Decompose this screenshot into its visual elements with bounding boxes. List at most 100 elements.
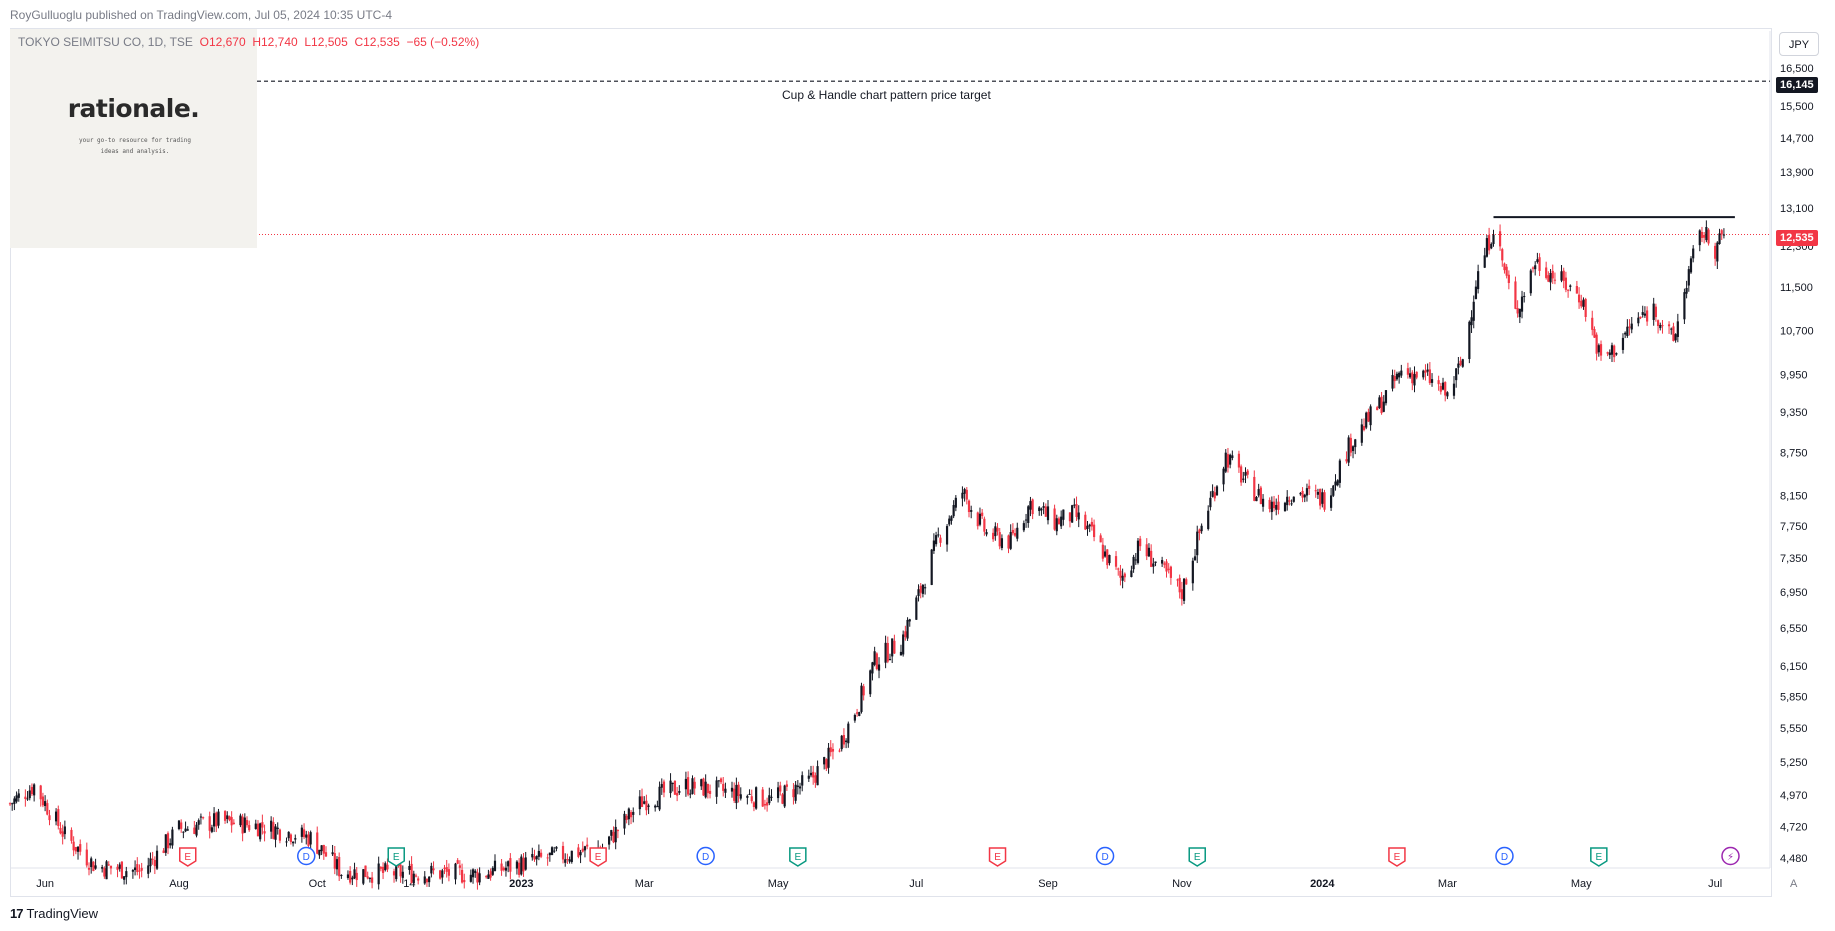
candle-body [1488, 235, 1491, 251]
candle-body [430, 865, 433, 874]
candle-body [1209, 497, 1212, 508]
candle-body [263, 831, 266, 834]
candle-body [239, 815, 242, 826]
candle-body [30, 786, 34, 795]
candle-body [1406, 368, 1410, 375]
candle-body [623, 813, 626, 829]
candle-body [1016, 527, 1019, 539]
change-value: −65 (−0.52%) [406, 35, 480, 49]
publisher-line: RoyGulluoglu published on TradingView.co… [10, 8, 393, 22]
candle-body [733, 788, 736, 801]
candle-body [307, 834, 310, 846]
y-tick-label: 9,350 [1780, 407, 1808, 419]
candle-body [1564, 277, 1568, 290]
candle-body [1139, 538, 1142, 547]
candle-body [381, 866, 385, 873]
candle-body [1013, 533, 1017, 536]
candle-body [17, 793, 20, 798]
auto-scale-button[interactable]: A [1790, 878, 1798, 890]
candle-body [847, 723, 850, 744]
candle-body [1626, 326, 1629, 337]
candle-body [1299, 493, 1302, 495]
candle-body [978, 513, 982, 525]
candle-body [840, 735, 843, 750]
candle-body [335, 859, 339, 870]
candle-body [939, 537, 942, 543]
candle-body [456, 860, 459, 864]
candle-body [722, 783, 725, 791]
candle-body [1474, 286, 1478, 299]
candle-body [1270, 501, 1273, 513]
candle-body [873, 651, 876, 665]
y-tick-label: 13,100 [1780, 203, 1814, 215]
candle-body [1439, 386, 1442, 392]
candle-body [908, 619, 911, 622]
event-marker-d [696, 846, 715, 866]
candle-body [823, 757, 826, 765]
candle-body [1261, 498, 1265, 507]
y-tick-label: 4,480 [1780, 853, 1808, 865]
candle-body [243, 817, 246, 833]
event-marker-s [1721, 846, 1740, 866]
candle-body [1428, 369, 1431, 384]
candle-body [798, 786, 802, 789]
candle-body [704, 781, 707, 798]
candle-body [1641, 312, 1644, 315]
event-marker-label: E [1595, 852, 1602, 863]
x-tick-label: May [1571, 878, 1592, 890]
candle-body [74, 846, 77, 852]
candle-body [1303, 494, 1306, 498]
candle-body [976, 512, 979, 527]
candle-body [1231, 455, 1234, 459]
candle-body [1180, 589, 1183, 600]
candle-body [166, 833, 170, 849]
event-marker-label: E [994, 852, 1001, 863]
candle-body [1483, 255, 1486, 268]
candle-body [1253, 476, 1256, 501]
candle-body [893, 640, 896, 654]
candle-body [94, 865, 97, 869]
tradingview-brand[interactable]: 17 TradingView [10, 906, 98, 921]
candle-body [368, 877, 372, 879]
candle-body [535, 856, 538, 860]
candle-body [1305, 488, 1309, 496]
candle-body [1415, 371, 1418, 378]
candle-body [1490, 243, 1493, 249]
candle-body [1593, 329, 1596, 338]
candle-body [274, 826, 277, 840]
candle-body [1457, 363, 1460, 368]
candle-body [79, 844, 82, 852]
candle-body [1316, 491, 1320, 495]
candle-body [899, 651, 903, 656]
candle-body [485, 876, 488, 878]
candle-body [915, 597, 918, 620]
event-marker-label: D [1101, 852, 1108, 863]
candle-body [904, 631, 907, 638]
y-tick-label: 7,350 [1780, 553, 1808, 565]
candle-body [1676, 321, 1679, 337]
candle-body [469, 874, 472, 882]
candle-body [287, 831, 290, 839]
candle-body [1044, 506, 1047, 517]
candle-body [1661, 325, 1664, 327]
candle-body [1441, 382, 1445, 390]
event-marker-label: E [1394, 852, 1401, 863]
candle-body [1624, 332, 1627, 335]
candle-body [1163, 563, 1166, 565]
candle-body [550, 847, 554, 856]
candle-body [24, 796, 27, 799]
candle-body [182, 831, 185, 833]
candle-body [794, 784, 797, 801]
x-tick-label: May [768, 878, 789, 890]
symbol-legend[interactable]: TOKYO SEIMITSU CO, 1D, TSE O12,670 H12,7… [18, 35, 479, 49]
candle-body [331, 852, 334, 855]
currency-button[interactable]: JPY [1779, 32, 1819, 56]
candle-body [1369, 406, 1372, 426]
candle-body [316, 832, 319, 854]
candle-body [392, 871, 396, 876]
logo-tagline-line-2: ideas and analysis. [100, 148, 170, 155]
candle-body [294, 838, 297, 840]
candle-body [561, 845, 565, 860]
candle-body [305, 834, 308, 838]
